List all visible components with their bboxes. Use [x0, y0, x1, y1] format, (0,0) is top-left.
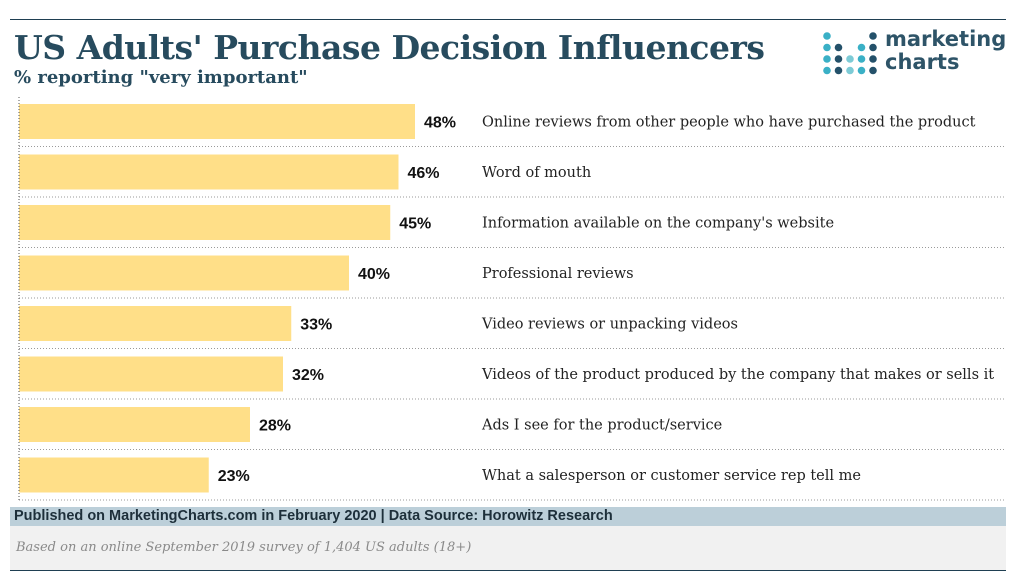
bar	[19, 205, 391, 240]
bar-row: 40% Professional reviews	[19, 255, 1006, 299]
logo-dot	[869, 43, 877, 52]
bar	[19, 457, 209, 493]
logo-dot	[857, 66, 866, 75]
logo-line-1: marketing	[885, 27, 1007, 51]
chart-subtitle: % reporting "very important"	[14, 67, 308, 88]
value-label: 48%	[424, 115, 456, 132]
published-source-text: Published on MarketingCharts.com in Febr…	[14, 508, 613, 524]
bar	[19, 407, 250, 442]
logo-dot	[846, 55, 854, 63]
marketingcharts-logo: marketing charts	[822, 28, 1007, 80]
category-label: Video reviews or unpacking videos	[481, 317, 738, 333]
value-label: 23%	[218, 468, 250, 485]
value-label: 46%	[408, 165, 440, 182]
bar-row: 46% Word of mouth	[19, 154, 1006, 198]
bar-row: 48% Online reviews from other people who …	[19, 104, 1006, 147]
category-label: Videos of the product produced by the co…	[481, 367, 994, 383]
bar	[19, 154, 399, 190]
logo-dot	[834, 55, 843, 63]
bar-row: 23% What a salesperson or customer servic…	[19, 457, 1006, 501]
category-label: Information available on the company's w…	[482, 216, 834, 232]
value-label: 45%	[399, 216, 431, 233]
logo-dot	[823, 66, 831, 75]
logo-dot	[823, 55, 831, 63]
value-label: 28%	[259, 418, 291, 435]
logo-dot	[869, 32, 877, 40]
logo-dot	[869, 55, 877, 63]
bar	[19, 104, 415, 139]
value-label: 32%	[292, 367, 324, 384]
logo-dot	[857, 43, 866, 52]
bar	[19, 356, 283, 392]
chart-title: US Adults' Purchase Decision Influencers	[14, 28, 765, 67]
logo-dot	[834, 43, 843, 52]
value-label: 33%	[300, 317, 332, 334]
footer-band: Published on MarketingCharts.com in Febr…	[10, 507, 1006, 526]
category-label: Professional reviews	[482, 266, 634, 282]
logo-wordmark: marketing charts	[885, 28, 1006, 74]
note-band: Based on an online September 2019 survey…	[10, 526, 1006, 570]
category-label: What a salesperson or customer service r…	[482, 468, 861, 484]
bar-row: 28% Ads I see for the product/service	[19, 407, 1006, 450]
survey-note: Based on an online September 2019 survey…	[16, 540, 472, 555]
logo-line-2: charts	[885, 50, 960, 74]
logo-dot	[846, 66, 854, 75]
logo-dot	[823, 32, 831, 40]
category-label: Ads I see for the product/service	[481, 418, 722, 434]
logo-dot	[823, 43, 831, 52]
category-label: Word of mouth	[482, 165, 591, 181]
logo-dot	[857, 55, 866, 63]
bar-row: 33% Video reviews or unpacking videos	[19, 306, 1006, 349]
bar	[19, 255, 349, 291]
category-label: Online reviews from other people who hav…	[482, 115, 976, 131]
logo-dot	[834, 66, 843, 75]
logo-dots-icon	[823, 32, 877, 75]
bar-chart: 48% Online reviews from other people who …	[18, 97, 1006, 501]
bar-row: 45% Information available on the company'…	[19, 205, 1006, 248]
value-label: 40%	[358, 266, 390, 283]
bottom-rule	[10, 570, 1006, 571]
top-rule	[10, 19, 1006, 20]
bar	[19, 306, 292, 341]
bar-row: 32% Videos of the product produced by the…	[19, 356, 1006, 400]
logo-dot	[869, 66, 877, 75]
